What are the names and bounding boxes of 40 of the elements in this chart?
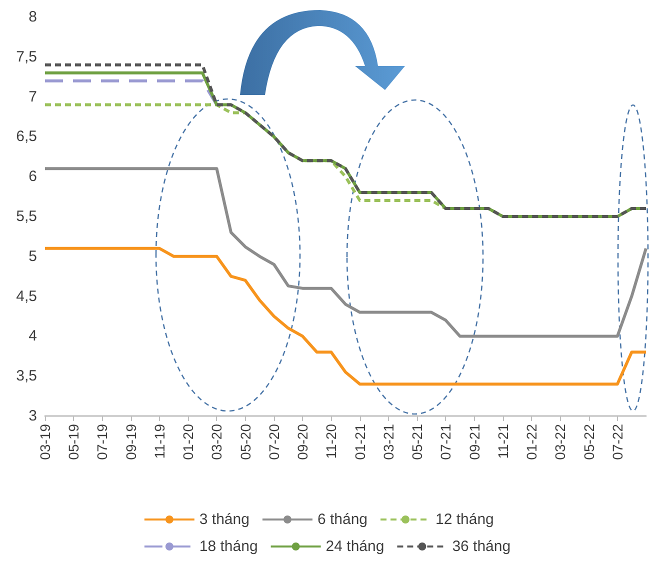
y-tick-label: 3,5 xyxy=(16,368,37,385)
x-tick-label: 09-19 xyxy=(122,424,139,460)
x-tick-label: 01-22 xyxy=(524,424,540,460)
y-tick-label: 4,5 xyxy=(16,288,37,305)
x-tick-label: 11-21 xyxy=(494,424,511,459)
x-tick-label: 07-22 xyxy=(609,424,626,460)
y-tick-label: 7 xyxy=(28,88,37,106)
line-series xyxy=(44,246,648,386)
x-tick-label: 05-20 xyxy=(237,424,254,460)
legend-label: 3 tháng xyxy=(199,511,250,528)
x-tick-label: 01-20 xyxy=(180,424,196,460)
legend-label: 6 tháng xyxy=(317,511,368,528)
y-tick-label: 7,5 xyxy=(16,48,37,66)
x-tick-label: 07-20 xyxy=(266,424,282,460)
x-tick-label: 09-20 xyxy=(294,424,311,460)
legend-label: 12 tháng xyxy=(436,511,494,528)
y-tick-label: 5,5 xyxy=(16,208,37,225)
x-tick-label: 03-21 xyxy=(380,424,396,460)
y-tick-label: 6 xyxy=(28,168,37,186)
legend-label: 36 tháng xyxy=(452,538,511,555)
x-tick-label: 05-21 xyxy=(409,424,426,460)
x-tick-label: 05-22 xyxy=(580,424,597,460)
y-tick-label: 4 xyxy=(28,328,37,345)
y-tick-label: 3 xyxy=(28,408,37,424)
x-tick-label: 07-19 xyxy=(94,424,110,460)
legend-label: 18 tháng xyxy=(199,538,258,555)
x-tick-label: 03-19 xyxy=(37,424,53,460)
y-tick-label: 6,5 xyxy=(16,128,37,146)
x-tick-label: 09-21 xyxy=(466,424,482,460)
x-tick-label: 03-22 xyxy=(552,424,568,460)
x-tick-label: 05-19 xyxy=(66,424,82,460)
x-tick-label: 03-20 xyxy=(208,424,225,460)
x-tick-label: 07-21 xyxy=(438,424,454,460)
y-tick-label: 5 xyxy=(28,248,37,265)
legend-label: 24 tháng xyxy=(326,538,384,555)
x-tick-label: 01-21 xyxy=(352,424,368,460)
x-tick-label: 11-20 xyxy=(323,424,340,459)
x-tick-label: 11-19 xyxy=(151,424,168,459)
y-tick-label: 8 xyxy=(28,8,37,26)
line-series xyxy=(44,167,648,338)
